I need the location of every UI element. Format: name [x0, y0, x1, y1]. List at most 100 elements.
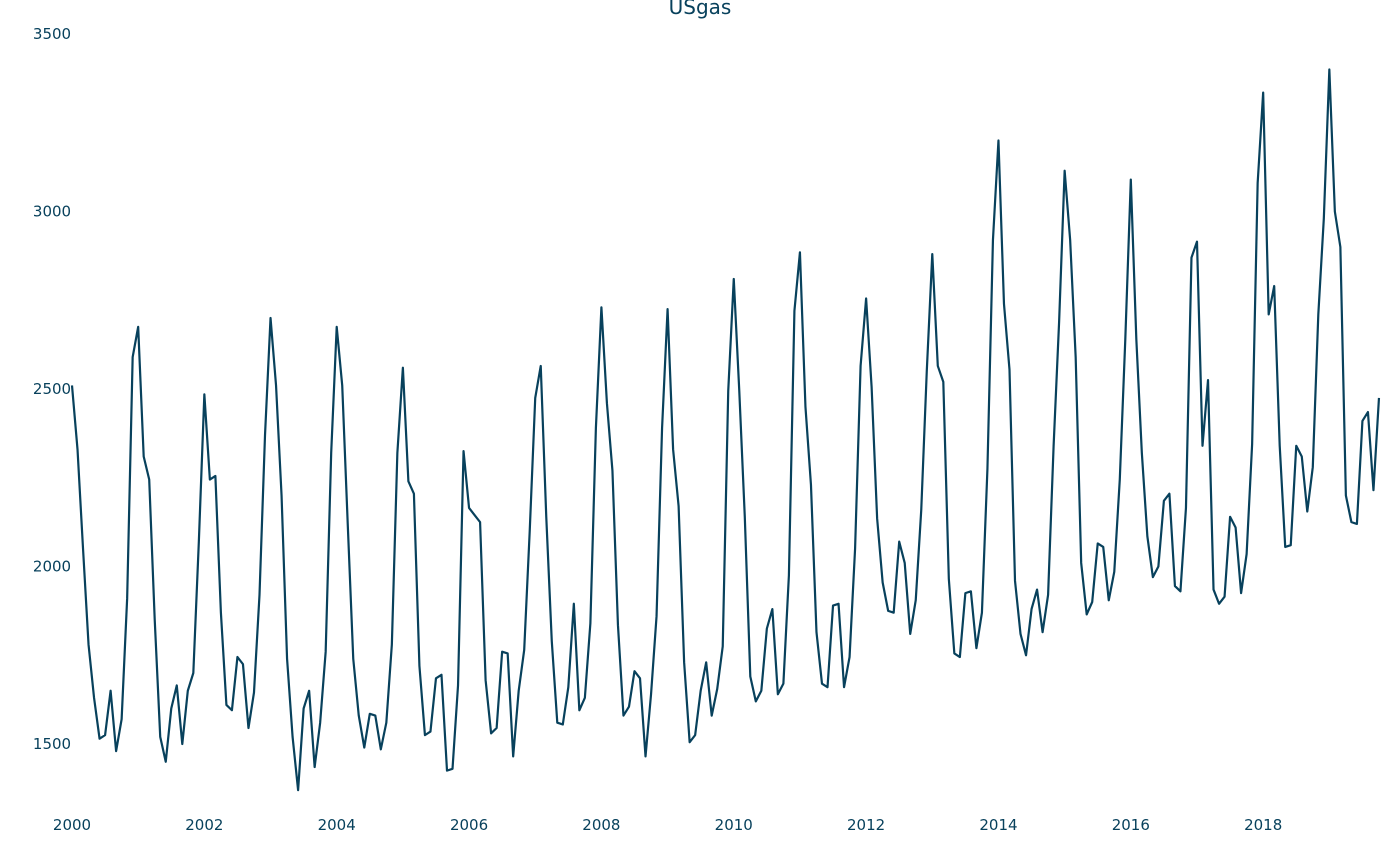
data-point — [314, 766, 316, 768]
y-tick-label: 2000 — [33, 558, 71, 576]
data-point — [622, 715, 624, 717]
y-tick-label: 3000 — [33, 203, 71, 221]
data-point — [413, 493, 415, 495]
data-point — [793, 310, 795, 312]
data-point — [374, 715, 376, 717]
data-point — [143, 455, 145, 457]
data-point — [1268, 313, 1270, 315]
x-tick-label: 2008 — [582, 816, 620, 834]
data-point — [198, 541, 200, 543]
data-point — [176, 684, 178, 686]
data-point — [242, 663, 244, 665]
data-point — [1345, 495, 1347, 497]
data-point — [1097, 542, 1099, 544]
data-point — [953, 652, 955, 654]
data-point — [992, 239, 994, 241]
data-point — [545, 516, 547, 518]
data-point — [132, 356, 134, 358]
data-point — [137, 326, 139, 328]
x-tick-label: 2010 — [715, 816, 753, 834]
data-point — [986, 468, 988, 470]
data-point — [551, 640, 553, 642]
data-point — [518, 690, 520, 692]
data-point — [121, 718, 123, 720]
data-point — [909, 633, 911, 635]
data-point — [937, 365, 939, 367]
data-point — [529, 530, 531, 532]
data-point — [308, 690, 310, 692]
data-point — [358, 715, 360, 717]
data-point — [1179, 590, 1181, 592]
data-point — [606, 402, 608, 404]
data-point — [104, 734, 106, 736]
data-point — [898, 541, 900, 543]
data-point — [88, 644, 90, 646]
data-point — [876, 518, 878, 520]
data-point — [1130, 179, 1132, 181]
data-point — [1361, 420, 1363, 422]
y-tick-label: 2500 — [33, 380, 71, 398]
data-point — [656, 615, 658, 617]
x-tick-label: 2004 — [318, 816, 356, 834]
data-point — [1229, 516, 1231, 518]
data-point — [595, 427, 597, 429]
data-point — [760, 690, 762, 692]
data-point — [286, 658, 288, 660]
data-point — [1279, 445, 1281, 447]
data-point — [749, 676, 751, 678]
data-point — [1306, 510, 1308, 512]
data-point — [292, 736, 294, 738]
data-point — [964, 592, 966, 594]
data-point — [231, 709, 233, 711]
data-point — [1025, 654, 1027, 656]
data-point — [1091, 601, 1093, 603]
data-point — [893, 612, 895, 614]
data-point — [567, 686, 569, 688]
data-point — [860, 365, 862, 367]
data-point — [959, 656, 961, 658]
y-tick-label: 1500 — [33, 735, 71, 753]
data-point — [1185, 507, 1187, 509]
data-point — [1262, 92, 1264, 94]
data-point — [1119, 479, 1121, 481]
data-point — [93, 697, 95, 699]
data-point — [821, 683, 823, 685]
data-point — [975, 647, 977, 649]
data-point — [777, 693, 779, 695]
data-point — [722, 645, 724, 647]
data-point — [997, 140, 999, 142]
data-point — [1334, 211, 1336, 213]
data-point — [281, 495, 283, 497]
data-point — [584, 697, 586, 699]
data-point — [727, 390, 729, 392]
data-point — [220, 612, 222, 614]
data-point — [628, 706, 630, 708]
data-point — [1350, 521, 1352, 523]
data-point — [154, 619, 156, 621]
data-point — [931, 253, 933, 255]
data-point — [247, 727, 249, 729]
x-tick-label: 2018 — [1244, 816, 1282, 834]
data-point — [165, 761, 167, 763]
data-point — [600, 306, 602, 308]
y-axis-ticks: 1500 2000 2500 3000 3500 — [33, 25, 71, 753]
data-point — [1240, 592, 1242, 594]
data-point — [650, 693, 652, 695]
data-point — [815, 631, 817, 633]
data-point — [1064, 170, 1066, 172]
data-point — [1196, 241, 1198, 243]
data-point — [578, 709, 580, 711]
data-point — [871, 386, 873, 388]
data-point — [181, 743, 183, 745]
data-point — [209, 479, 211, 481]
data-point — [1378, 397, 1380, 399]
data-point — [1146, 535, 1148, 537]
data-point — [683, 661, 685, 663]
series-line — [70, 68, 1381, 792]
data-point — [424, 734, 426, 736]
data-point — [380, 748, 382, 750]
data-point — [1301, 455, 1303, 457]
data-point — [1224, 596, 1226, 598]
data-point — [407, 480, 409, 482]
